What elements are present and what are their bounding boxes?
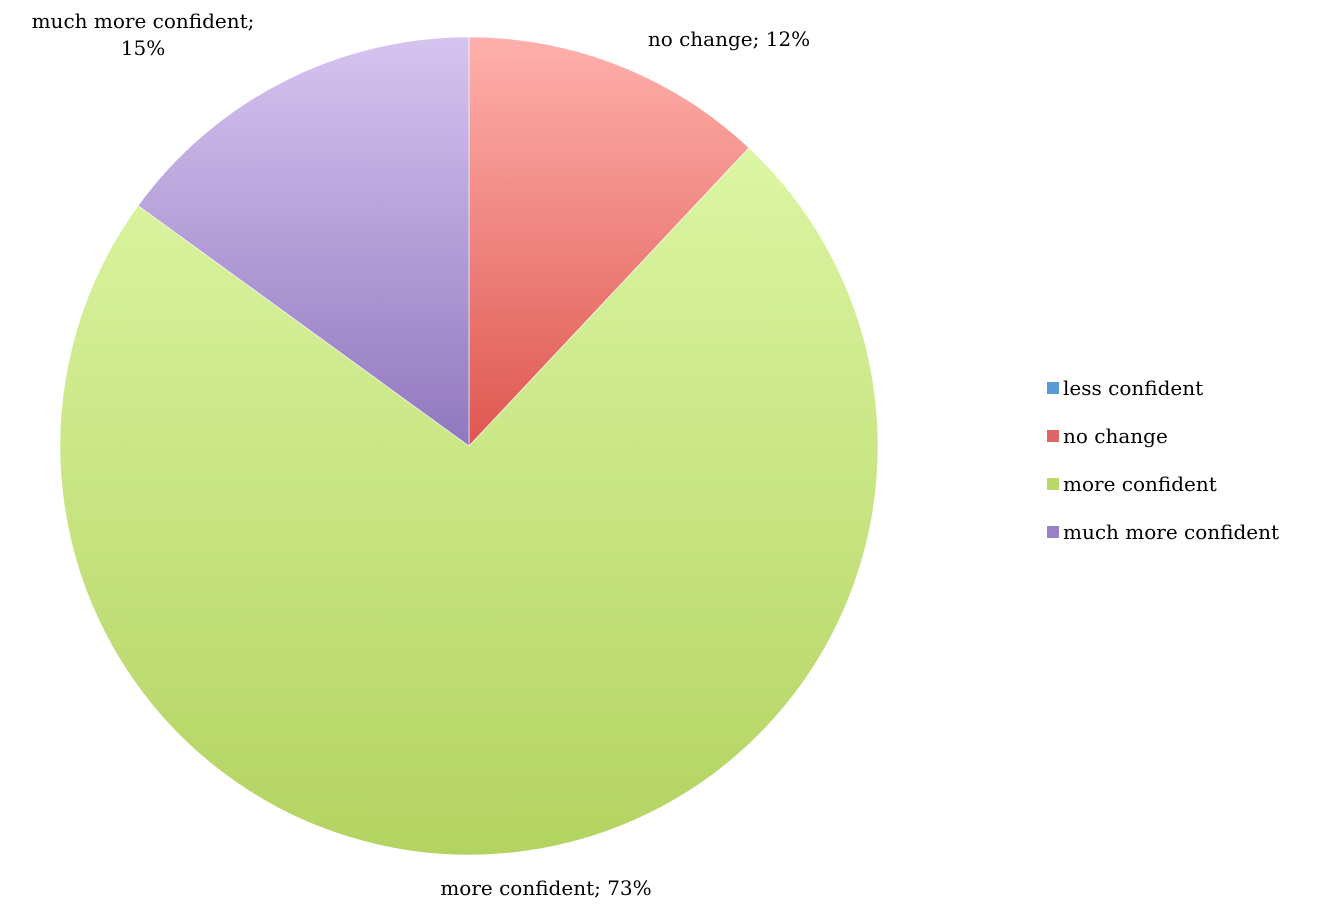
legend: less confident no change more confident … (1047, 364, 1279, 556)
legend-item-much-more-confident: much more confident (1047, 508, 1279, 556)
pie-slice-no-change (468, 36, 750, 447)
data-label-line: more confident; 73% (440, 876, 651, 900)
pie-slice-more-confident (59, 147, 879, 856)
data-label-line: much more confident; (32, 9, 255, 33)
legend-item-more-confident: more confident (1047, 460, 1279, 508)
data-labels: no change; 12% more confident; 73% much mo… (32, 9, 811, 900)
legend-swatch-no-change (1047, 430, 1059, 442)
legend-label-less-confident: less confident (1063, 376, 1204, 400)
legend-swatch-more-confident (1047, 478, 1059, 490)
data-label-line: no change; 12% (648, 27, 810, 51)
legend-label-more-confident: more confident (1063, 472, 1217, 496)
data-label-no-change: no change; 12% (648, 27, 810, 51)
data-label-much-more-confident: much more confident; 15% (32, 9, 255, 60)
legend-label-no-change: no change (1063, 424, 1168, 448)
pie-slices (59, 36, 879, 856)
legend-label-much-more-confident: much more confident (1063, 520, 1280, 544)
pie-slice-much-more-confident (137, 36, 470, 447)
legend-item-less-confident: less confident (1047, 364, 1279, 412)
legend-item-no-change: no change (1047, 412, 1279, 460)
legend-swatch-less-confident (1047, 382, 1059, 394)
data-label-line: 15% (121, 36, 165, 60)
data-label-more-confident: more confident; 73% (440, 876, 651, 900)
legend-swatch-much-more-confident (1047, 526, 1059, 538)
